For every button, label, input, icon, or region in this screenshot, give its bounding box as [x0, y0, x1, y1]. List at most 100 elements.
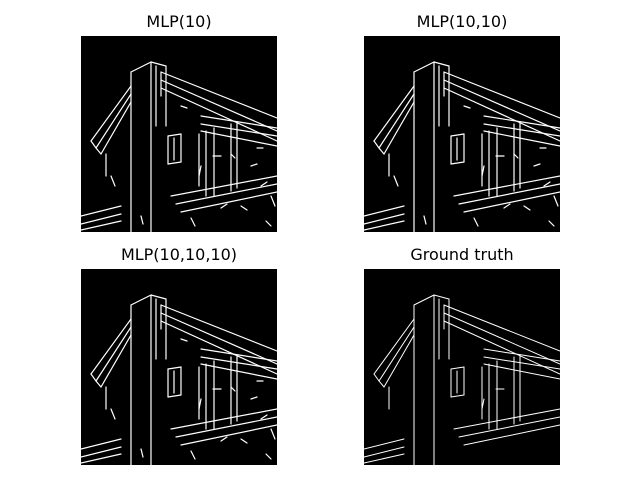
edge-stroke: [167, 161, 182, 165]
edge-stroke: [230, 386, 236, 392]
edge-stroke: [81, 446, 122, 458]
edge-stroke: [373, 318, 415, 375]
edge-stroke: [81, 453, 122, 464]
edge-stroke: [260, 181, 268, 187]
edge-stroke: [180, 105, 188, 109]
edge-map-image-ground-truth: [364, 269, 560, 465]
edge-stroke: [250, 163, 258, 167]
edge-stroke: [200, 348, 277, 362]
edge-stroke: [110, 408, 116, 420]
edge-map-drawing: [364, 269, 560, 465]
edge-stroke: [180, 191, 277, 213]
edge-stroke: [443, 304, 560, 352]
edge-stroke: [364, 205, 405, 217]
edge-stroke: [180, 424, 277, 446]
panel-title-mlp-10: MLP(10): [146, 12, 212, 31]
edge-stroke: [481, 165, 485, 177]
edge-map-drawing: [81, 36, 277, 232]
edge-stroke: [378, 93, 415, 149]
edge-stroke: [543, 181, 551, 187]
edge-stroke: [483, 356, 560, 370]
edge-stroke: [443, 312, 560, 365]
edge-stroke: [433, 61, 450, 127]
edge-stroke: [364, 213, 405, 225]
edge-stroke: [200, 356, 277, 370]
edge-stroke: [523, 205, 531, 211]
edge-stroke: [90, 373, 102, 388]
edge-stroke: [240, 205, 248, 211]
edge-stroke: [150, 61, 167, 127]
edge-stroke: [443, 320, 560, 375]
edge-stroke: [450, 366, 465, 370]
edge-stroke: [433, 294, 450, 360]
edge-stroke: [220, 203, 228, 209]
edge-map-image-mlp-10-10: [364, 36, 560, 232]
edge-stroke: [175, 183, 277, 205]
edge-stroke: [373, 85, 415, 142]
edge-stroke: [364, 453, 405, 464]
edge-lines: [81, 61, 277, 232]
edge-stroke: [167, 133, 182, 137]
edge-stroke: [383, 334, 415, 388]
edge-stroke: [160, 79, 277, 132]
edge-stroke: [473, 217, 479, 227]
edge-stroke: [503, 203, 511, 209]
edge-stroke: [553, 195, 559, 207]
edge-stroke: [458, 183, 560, 205]
edge-stroke: [413, 61, 435, 73]
edge-stroke: [130, 61, 152, 73]
edge-stroke: [150, 294, 167, 360]
edge-stroke: [463, 191, 560, 213]
edge-stroke: [110, 175, 116, 187]
edge-stroke: [250, 396, 258, 400]
edge-stroke: [95, 326, 132, 382]
edge-stroke: [198, 398, 202, 410]
edge-stroke: [364, 438, 405, 450]
edge-stroke: [481, 398, 485, 410]
edge-stroke: [160, 320, 277, 375]
edge-stroke: [373, 373, 385, 388]
edge-stroke: [90, 140, 102, 155]
edge-stroke: [270, 428, 276, 440]
edge-stroke: [81, 438, 122, 450]
edge-stroke: [140, 448, 144, 458]
edge-stroke: [265, 453, 272, 460]
edge-stroke: [167, 394, 182, 398]
edge-stroke: [413, 294, 435, 306]
edge-stroke: [378, 326, 415, 382]
edge-stroke: [270, 195, 276, 207]
edge-stroke: [443, 79, 560, 132]
edge-stroke: [100, 334, 132, 388]
edge-stroke: [100, 101, 132, 155]
edge-stroke: [167, 366, 182, 370]
edge-stroke: [393, 175, 399, 187]
edge-map-drawing: [364, 36, 560, 232]
edge-stroke: [463, 424, 560, 446]
edge-stroke: [443, 71, 560, 119]
edge-stroke: [200, 123, 277, 137]
edge-stroke: [364, 446, 405, 458]
edge-stroke: [140, 215, 144, 225]
edge-stroke: [240, 438, 248, 444]
edge-stroke: [180, 338, 188, 342]
edge-stroke: [130, 294, 152, 306]
edge-stroke: [220, 436, 228, 442]
edge-stroke: [383, 101, 415, 155]
panel-title-mlp-10-10: MLP(10,10): [416, 12, 508, 31]
edge-lines: [364, 294, 560, 465]
edge-stroke: [198, 165, 202, 177]
edge-stroke: [190, 450, 196, 460]
edge-stroke: [483, 115, 560, 129]
edge-lines: [364, 61, 560, 232]
edge-stroke: [81, 205, 122, 217]
edge-stroke: [160, 304, 277, 352]
edge-stroke: [160, 87, 277, 142]
edge-stroke: [90, 318, 132, 375]
edge-stroke: [483, 348, 560, 362]
edge-stroke: [230, 153, 236, 159]
edge-map-image-mlp-10: [81, 36, 277, 232]
edge-stroke: [81, 213, 122, 225]
edge-stroke: [265, 220, 272, 227]
panel-title-ground-truth: Ground truth: [410, 245, 514, 264]
edge-stroke: [443, 87, 560, 142]
